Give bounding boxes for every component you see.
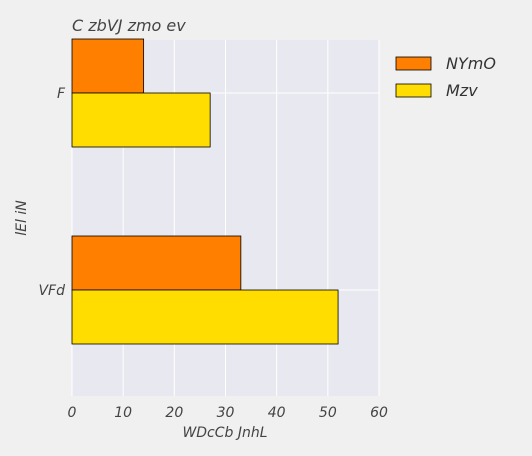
chart-title: C zbVJ zmo ev bbox=[72, 16, 186, 35]
legend-swatch-mzv bbox=[395, 83, 432, 98]
bars bbox=[71, 38, 339, 345]
legend-label-nymo: NYmO bbox=[446, 54, 496, 73]
y-tick-label: VFd bbox=[38, 283, 65, 299]
legend: NYmO Mzv bbox=[395, 54, 496, 100]
bar-mzv-f bbox=[71, 92, 211, 148]
x-axis-label: WDcCb JnhL bbox=[182, 425, 267, 441]
legend-swatch-nymo bbox=[395, 56, 432, 71]
bar-nymo-vfd bbox=[71, 235, 242, 291]
bar-mzv-vfd bbox=[71, 289, 339, 345]
x-tick-label: 30 bbox=[217, 405, 235, 421]
y-tick-label: F bbox=[57, 86, 66, 102]
x-tick-label: 50 bbox=[319, 405, 337, 421]
x-tick-label: 20 bbox=[165, 405, 183, 421]
x-tick-label: 0 bbox=[68, 405, 77, 421]
tick-labels: 0 10 20 30 40 50 60 F VFd bbox=[38, 86, 388, 421]
x-tick-label: 60 bbox=[370, 405, 388, 421]
x-tick-label: 10 bbox=[114, 405, 132, 421]
bar-nymo-f bbox=[71, 38, 145, 94]
y-axis-label: lEl iN bbox=[14, 200, 30, 236]
x-tick-label: 40 bbox=[268, 405, 286, 421]
legend-label-mzv: Mzv bbox=[446, 81, 478, 100]
